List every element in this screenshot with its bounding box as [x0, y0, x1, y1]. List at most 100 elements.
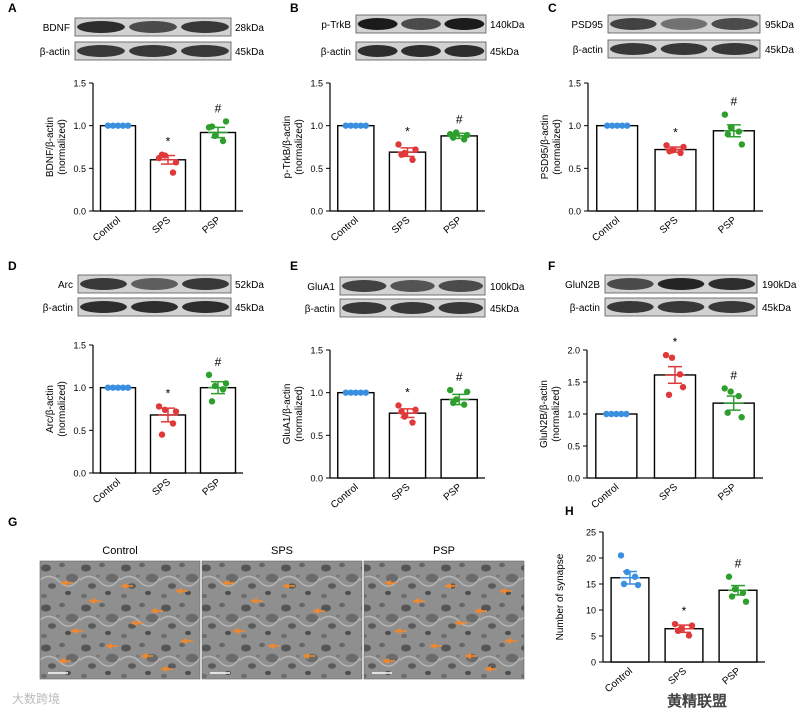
y-axis-label: GluN2B/β-actin	[539, 380, 550, 448]
synapse-arrow	[250, 598, 257, 604]
data-point	[685, 632, 693, 639]
y-tick-label: 0.0	[567, 474, 580, 484]
x-tick-label: Control	[603, 666, 635, 695]
bar-Control	[596, 124, 639, 212]
synapse-arrow	[444, 583, 451, 589]
blot-A-target	[74, 17, 232, 37]
bar-SPS	[388, 412, 427, 479]
synapse-arrow	[105, 643, 112, 649]
protein-label-A: BDNF	[43, 23, 70, 34]
y-tick-label: 1.5	[310, 79, 323, 89]
synapse-arrow	[88, 598, 95, 604]
data-point	[721, 385, 728, 392]
data-point	[172, 408, 180, 415]
protein-label-C: PSD95	[571, 20, 603, 31]
data-point	[738, 141, 746, 148]
data-point	[679, 383, 687, 391]
blot-band	[401, 45, 441, 57]
x-tick-label: PSP	[201, 477, 224, 499]
x-tick-label: SPS	[151, 215, 174, 237]
blot-band	[390, 280, 435, 292]
data-point	[155, 403, 163, 410]
chart-F: 0.0 0.5 1.0 1.5 2.0 GluN2B/β-actin (normalized…	[539, 335, 763, 511]
x-tick-label: SPS	[658, 482, 681, 504]
blot-band	[660, 43, 708, 55]
actin-kda-label-F: 45kDa	[762, 303, 791, 314]
synapse-arrow	[499, 588, 506, 594]
data-point	[738, 414, 745, 421]
blot-E-target	[339, 276, 486, 296]
blot-B-target	[355, 14, 487, 34]
y-tick-label: 1.5	[310, 346, 323, 356]
bar-Control	[595, 413, 638, 479]
blot-D-target	[77, 274, 232, 294]
y-tick-label: 1.5	[73, 79, 86, 89]
y-axis-label-sub: (normalized)	[552, 119, 563, 175]
y-tick-label: 1.0	[567, 410, 580, 420]
blot-band	[660, 18, 708, 30]
actin-label-C: β-actin	[573, 45, 603, 56]
actin-label-E: β-actin	[305, 304, 335, 315]
panel-letter-E: E	[290, 259, 298, 273]
blot-C-target	[607, 14, 761, 34]
data-point	[724, 409, 731, 416]
synapse-arrow	[175, 588, 182, 594]
psp-significance: #	[730, 95, 737, 109]
actin-label-B: β-actin	[321, 47, 351, 58]
bar-Control	[337, 391, 375, 479]
x-tick-label: SPS	[667, 666, 690, 688]
x-tick-label: Control	[590, 215, 622, 244]
kda-label-D: 52kDa	[235, 280, 264, 291]
synapse-arrow	[484, 666, 491, 672]
blot-band	[708, 278, 755, 290]
kda-label-A: 28kDa	[235, 23, 264, 34]
psp-significance: #	[456, 112, 463, 126]
data-point	[677, 149, 684, 157]
kda-label-E: 100kDa	[490, 282, 525, 293]
blot-band	[181, 45, 229, 57]
actin-kda-label-A: 45kDa	[235, 47, 264, 58]
synapse-arrow	[150, 608, 157, 614]
blot-band	[390, 302, 435, 314]
y-tick-label: 1.0	[310, 388, 323, 398]
y-axis-label-sub: (normalized)	[294, 119, 305, 175]
y-tick-label: 0.0	[73, 207, 86, 217]
panel-letter-C: C	[548, 1, 557, 15]
data-point	[463, 388, 471, 396]
data-point	[158, 431, 166, 438]
x-tick-label: PSP	[716, 482, 739, 504]
blot-band	[80, 278, 127, 290]
bar-SPS	[653, 374, 697, 479]
blot-E-actin	[339, 298, 486, 318]
chart-D: 0.0 0.5 1.0 1.5 Arc/β-actin (normalized) Contr…	[45, 341, 243, 506]
y-tick-label: 1.0	[310, 121, 323, 131]
y-axis-label: p-TrkB/β-actin	[282, 116, 293, 179]
data-point	[688, 622, 696, 629]
y-tick-label: 20	[586, 554, 596, 564]
blot-band	[607, 278, 654, 290]
blot-band	[711, 18, 758, 30]
panel-letter-B: B	[290, 1, 299, 15]
blot-band	[444, 45, 485, 57]
chart-A: 0.0 0.5 1.0 1.5 BDNF/β-actin (normalized) Cont…	[45, 79, 243, 244]
micrograph-label-2: PSP	[433, 545, 455, 557]
blot-band	[182, 301, 229, 313]
y-axis-label: GluA1/β-actin	[282, 384, 293, 445]
blot-band	[129, 45, 177, 57]
blot-band	[607, 301, 654, 313]
x-tick-label: Control	[329, 482, 361, 511]
data-point	[222, 118, 230, 125]
y-tick-label: 0.5	[310, 164, 323, 174]
data-point	[634, 581, 642, 589]
kda-label-F: 190kDa	[762, 280, 797, 291]
blot-band	[182, 278, 229, 290]
y-tick-label: 1.5	[567, 378, 580, 388]
blot-band	[341, 302, 387, 314]
data-point	[342, 389, 350, 396]
synapse-arrow	[394, 628, 401, 634]
watermark-left: 大数跨境	[12, 691, 60, 706]
blot-F-actin	[604, 297, 758, 317]
data-point	[668, 354, 676, 361]
y-tick-label: 0.0	[310, 474, 323, 484]
panel-letter-H: H	[565, 504, 574, 518]
